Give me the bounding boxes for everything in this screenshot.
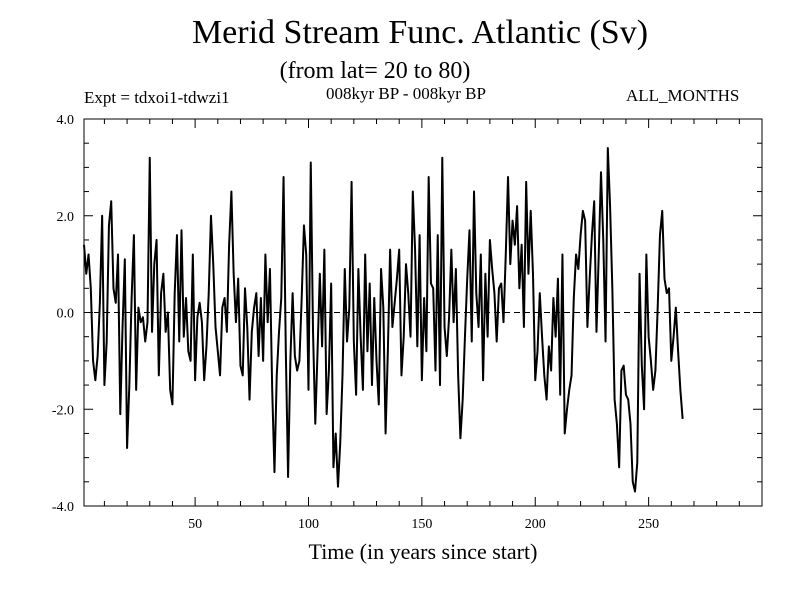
y-tick-label: -4.0 xyxy=(52,500,74,515)
y-tick-label: 0.0 xyxy=(57,307,75,322)
x-tick-label: 100 xyxy=(298,517,319,532)
x-tick-label: 200 xyxy=(525,517,546,532)
x-tick-label: 150 xyxy=(411,517,432,532)
months-label: ALL_MONTHS xyxy=(626,86,740,105)
y-tick-label: -2.0 xyxy=(52,403,74,418)
x-tick-label: 250 xyxy=(638,517,659,532)
x-tick-label: 50 xyxy=(188,517,202,532)
y-tick-label: 4.0 xyxy=(57,113,75,128)
chart-title: Merid Stream Func. Atlantic (Sv) xyxy=(191,14,649,51)
y-tick-label: 2.0 xyxy=(57,210,75,225)
y-axis-ticks: -4.0 -2.0 0.0 2.0 4.0 xyxy=(52,113,762,515)
x-axis-title: Time (in years since start) xyxy=(308,539,538,564)
experiment-label: Expt = tdxoi1-tdwzi1 xyxy=(84,88,230,107)
period-label: 008kyr BP - 008kyr BP xyxy=(326,84,486,103)
series-line xyxy=(83,147,684,493)
chart-subtitle: (from lat= 20 to 80) xyxy=(279,58,471,84)
x-axis-ticks: 50 100 150 200 250 xyxy=(103,119,740,532)
